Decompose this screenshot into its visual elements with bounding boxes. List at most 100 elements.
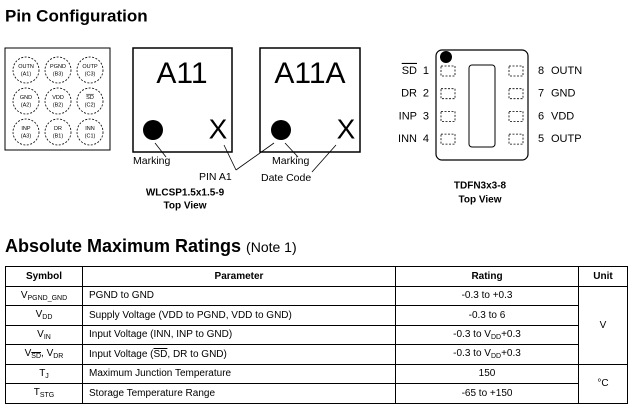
header-row: Symbol Parameter Rating Unit bbox=[5, 266, 628, 287]
pin-name: SD bbox=[402, 65, 417, 77]
label: PIN A1 bbox=[199, 171, 232, 183]
unit: V bbox=[578, 285, 628, 365]
symbol: VSD, VDR bbox=[5, 344, 83, 365]
subscript: J bbox=[45, 372, 49, 380]
header-cell: Symbol bbox=[5, 266, 83, 287]
text: V bbox=[37, 328, 44, 340]
pin-name: GND bbox=[551, 88, 576, 100]
ball bbox=[44, 56, 72, 84]
pin-pad bbox=[440, 65, 456, 77]
text: -0.3 to V bbox=[453, 348, 491, 360]
label: Marking bbox=[133, 155, 171, 167]
package-name: TDFN3x3-8 bbox=[454, 181, 507, 192]
header-cell: Unit bbox=[578, 266, 628, 287]
ball bbox=[12, 118, 40, 146]
header-cell: Rating bbox=[395, 266, 579, 287]
ball-name: SD bbox=[86, 95, 94, 101]
package-name: WLCSP1.5x1.5-9 bbox=[146, 188, 225, 199]
view-label: Top View bbox=[164, 201, 207, 212]
rating: -0.3 to VDD+0.3 bbox=[395, 344, 579, 365]
ball bbox=[76, 118, 104, 146]
unit: °C bbox=[578, 363, 628, 404]
tdfn-pins: SD 1 DR 2 INP 3 INN 4 8 OUTN 7 GND 6 VDD 5 OUTP bbox=[398, 65, 582, 145]
subscript: STG bbox=[39, 392, 55, 400]
view-label: Top View bbox=[459, 195, 502, 206]
symbol: TJ bbox=[5, 363, 83, 384]
leader-line bbox=[223, 144, 237, 171]
pin-pad bbox=[440, 133, 456, 145]
pin-number: 3 bbox=[423, 110, 429, 122]
exposed-pad bbox=[468, 64, 496, 148]
text: SD bbox=[153, 348, 168, 360]
tdfn-package bbox=[435, 49, 529, 161]
symbol: VIN bbox=[5, 324, 83, 345]
section-title: Pin Configuration bbox=[5, 6, 148, 25]
date-mark: X bbox=[337, 113, 356, 144]
text: V bbox=[20, 289, 28, 301]
pin1-dot bbox=[440, 51, 452, 63]
parameter: Input Voltage (SD, DR to GND) bbox=[82, 344, 396, 365]
ball-id: (B3) bbox=[53, 71, 64, 77]
section-title: Absolute Maximum Ratings (Note 1) bbox=[5, 236, 297, 257]
pin-number: 7 bbox=[538, 88, 544, 100]
ball bbox=[44, 118, 72, 146]
ball bbox=[76, 87, 104, 115]
pin-number: 5 bbox=[538, 133, 544, 145]
pin-name: INN bbox=[398, 133, 417, 145]
pin-number: 8 bbox=[538, 65, 544, 77]
note: (Note 1) bbox=[246, 239, 297, 255]
title-text: Absolute Maximum Ratings bbox=[5, 236, 242, 256]
rating: -0.3 to VDD+0.3 bbox=[395, 324, 579, 345]
rating: -65 to +150 bbox=[395, 383, 579, 404]
parameter: Storage Temperature Range bbox=[82, 383, 396, 404]
subscript: IN bbox=[43, 333, 51, 341]
ball-name: OUTP bbox=[82, 64, 98, 70]
ball-id: (B1) bbox=[53, 133, 64, 139]
rating: -0.3 to +0.3 bbox=[395, 285, 579, 306]
pin-number: 6 bbox=[538, 110, 544, 122]
rating: 150 bbox=[395, 363, 579, 384]
pin-pad bbox=[508, 111, 524, 122]
parameter: Supply Voltage (VDD to PGND, VDD to GND) bbox=[82, 305, 396, 326]
leader-line bbox=[311, 144, 337, 173]
text: +0.3 bbox=[501, 348, 521, 360]
pin-name: VDD bbox=[551, 110, 574, 122]
pin-a1-dot bbox=[271, 120, 291, 140]
date-mark: X bbox=[209, 113, 228, 144]
ball bbox=[12, 87, 40, 115]
symbol: TSTG bbox=[5, 383, 83, 404]
ball-name: INP bbox=[21, 126, 31, 132]
subscript: DD bbox=[490, 333, 502, 341]
ball-id: (C1) bbox=[85, 133, 96, 139]
pin-pad bbox=[440, 88, 456, 100]
ball-id: (A2) bbox=[21, 102, 32, 108]
text: V bbox=[35, 309, 43, 321]
ball bbox=[12, 56, 40, 84]
pin-name: DR bbox=[401, 88, 417, 100]
marking-code: A11A bbox=[274, 57, 345, 90]
leader-lines bbox=[154, 142, 337, 173]
pin-name: OUTN bbox=[551, 65, 582, 77]
ball-name: INN bbox=[85, 126, 95, 132]
text: T bbox=[39, 367, 46, 379]
pin-pad bbox=[508, 133, 524, 145]
pin-number: 4 bbox=[423, 133, 429, 145]
parameter: Maximum Junction Temperature bbox=[82, 363, 396, 384]
ball-id: (A3) bbox=[21, 133, 32, 139]
parameter: PGND to GND bbox=[82, 285, 396, 306]
text: , DR to GND) bbox=[167, 348, 227, 360]
text: , V bbox=[41, 348, 54, 360]
ball-name: GND bbox=[20, 95, 32, 101]
pin-name: INP bbox=[399, 110, 417, 122]
ball-name: OUTN bbox=[18, 64, 34, 70]
subscript: SD bbox=[31, 353, 42, 361]
ball-grid: OUTN(A1) PGND(B3) OUTP(C3) GND(A2) VDD(B2) SD… bbox=[12, 56, 104, 146]
leader-line bbox=[284, 142, 299, 158]
marking-box bbox=[259, 47, 361, 153]
ball-id: (C2) bbox=[85, 102, 96, 108]
symbol: VPGND_GND bbox=[5, 285, 83, 306]
ball-name: VDD bbox=[52, 95, 64, 101]
pin-configuration: Pin Configuration OUTN(A1)PGND(B3)OUTP(C… bbox=[4, 6, 582, 212]
subscript: PGND_GND bbox=[27, 294, 68, 302]
